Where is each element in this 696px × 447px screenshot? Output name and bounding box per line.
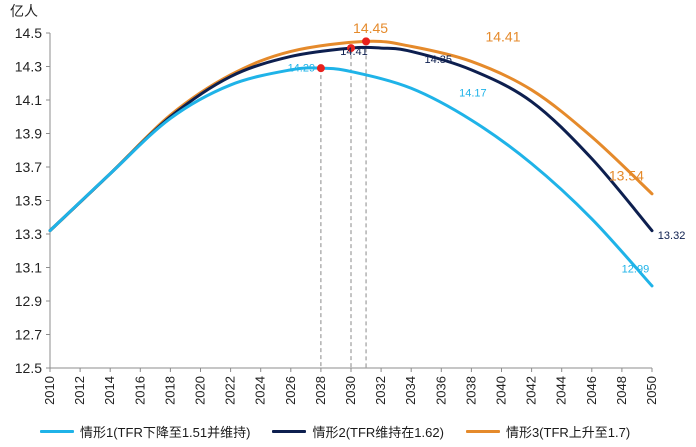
x-tick-label: 2030 — [343, 376, 358, 405]
x-tick-label: 2020 — [193, 376, 208, 405]
x-tick-label: 2050 — [644, 376, 659, 405]
y-tick-label: 14.5 — [15, 25, 42, 41]
x-tick-label: 2042 — [524, 376, 539, 405]
legend: 情形1(TFR下降至1.51并维持) 情形2(TFR维持在1.62) 情形3(T… — [40, 420, 630, 442]
y-tick-label: 12.7 — [15, 327, 42, 343]
data-label: 14.35 — [425, 54, 453, 66]
x-tick-label: 2028 — [313, 376, 328, 405]
legend-swatch-scenario-3 — [465, 429, 500, 433]
x-tick-label: 2048 — [614, 376, 629, 405]
legend-item-scenario-2[interactable]: 情形2(TFR维持在1.62) — [272, 422, 444, 441]
peak-markers — [316, 37, 371, 73]
data-label: 14.41 — [485, 28, 520, 44]
legend-item-scenario-1[interactable]: 情形1(TFR下降至1.51并维持) — [40, 422, 250, 441]
x-axis-ticks: 2010 2012 2014 2016 2018 2020 2022 2024 2026 2028… — [42, 368, 659, 405]
peak-guide-lines — [320, 41, 367, 368]
x-tick-label: 2022 — [223, 376, 238, 405]
x-tick-label: 2034 — [403, 376, 418, 405]
y-tick-label: 14.3 — [15, 59, 42, 75]
series-line-scenario-1 — [48, 66, 654, 288]
data-label: 14.41 — [340, 46, 368, 58]
x-tick-label: 2036 — [433, 376, 448, 405]
x-tick-label: 2016 — [132, 376, 147, 405]
x-tick-label: 2024 — [253, 376, 268, 405]
data-label: 14.17 — [459, 88, 487, 100]
y-tick-label: 12.9 — [15, 293, 42, 309]
x-tick-label: 2018 — [162, 376, 177, 405]
legend-item-scenario-3[interactable]: 情形3(TFR上升至1.7) — [465, 422, 631, 441]
y-tick-label: 14.1 — [15, 92, 42, 108]
legend-label-scenario-1: 情形1(TFR下降至1.51并维持) — [80, 424, 251, 440]
y-tick-label: 13.7 — [15, 159, 42, 175]
y-tick-label: 13.9 — [15, 126, 42, 142]
x-tick-label: 2012 — [72, 376, 87, 405]
data-label: 12.99 — [622, 264, 650, 276]
legend-swatch-scenario-2 — [272, 429, 307, 433]
legend-swatch-scenario-1 — [40, 429, 74, 433]
x-tick-label: 2044 — [554, 376, 569, 405]
data-label: 14.29 — [288, 63, 316, 75]
y-axis-ticks: 12.5 12.7 12.9 13.1 13.3 13.5 13.7 13.9 14.1 14.3… — [15, 25, 50, 376]
legend-label-scenario-3: 情形3(TFR上升至1.7) — [505, 424, 631, 440]
peak-marker — [362, 37, 371, 46]
data-label: 13.54 — [609, 167, 644, 183]
x-tick-label: 2038 — [463, 376, 478, 405]
y-tick-label: 13.1 — [15, 260, 42, 276]
y-tick-label: 13.3 — [15, 226, 42, 242]
y-tick-label: 13.5 — [15, 193, 42, 209]
x-tick-label: 2010 — [42, 376, 57, 405]
data-labels: 14.29 14.41 14.45 14.35 14.41 14.17 13.54 13.32… — [288, 20, 686, 276]
x-tick-label: 2040 — [494, 376, 509, 405]
x-tick-label: 2014 — [102, 376, 117, 405]
peak-marker — [316, 64, 325, 73]
data-label: 13.32 — [658, 230, 686, 242]
peak-marker — [347, 44, 355, 53]
x-tick-label: 2046 — [584, 376, 599, 405]
x-tick-label: 2026 — [283, 376, 298, 405]
legend-label-scenario-2: 情形2(TFR维持在1.62) — [312, 424, 444, 440]
x-tick-label: 2032 — [373, 376, 388, 405]
y-axis-unit-label: 亿人 — [10, 3, 38, 19]
y-tick-label: 12.5 — [15, 360, 42, 376]
data-label: 14.45 — [353, 20, 388, 36]
